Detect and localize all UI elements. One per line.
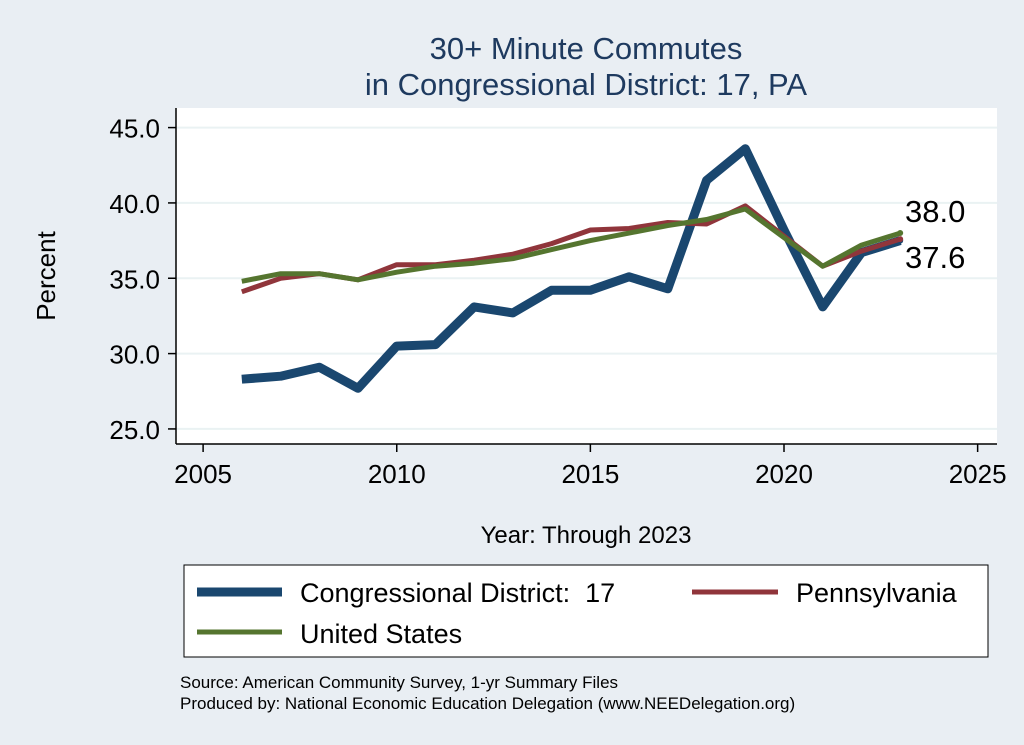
end-label-1: 37.6 xyxy=(905,240,965,275)
y-tick-label: 35.0 xyxy=(109,264,160,294)
end-labels: 38.0 37.6 xyxy=(905,194,965,275)
legend-label-district: Congressional District: 17 xyxy=(300,578,615,608)
x-tick-label: 2005 xyxy=(174,459,232,489)
series-end-point-2 xyxy=(897,230,904,237)
chart-title-line-1: 30+ Minute Commutes xyxy=(430,31,743,66)
x-axis-label: Year: Through 2023 xyxy=(481,522,692,549)
x-tick-label: 2025 xyxy=(949,459,1007,489)
series-lines xyxy=(240,144,904,393)
x-tick-label: 2020 xyxy=(755,459,813,489)
y-axis-label: Percent xyxy=(31,230,61,320)
y-tick-label: 25.0 xyxy=(109,415,160,445)
legend: Congressional District: 17 Pennsylvania … xyxy=(183,564,989,658)
y-tick-label: 40.0 xyxy=(109,189,160,219)
axes: 25.0 30.0 35.0 40.0 45.0 2005 2010 2015 2020 2025 xyxy=(109,108,1007,489)
gridlines xyxy=(176,126,997,430)
legend-label-pennsylvania: Pennsylvania xyxy=(796,578,958,608)
producer-note: Produced by: National Economic Education… xyxy=(180,694,795,713)
x-tick-label: 2010 xyxy=(368,459,426,489)
series-line-2 xyxy=(241,206,901,284)
y-tick-label: 30.0 xyxy=(109,340,160,370)
legend-box xyxy=(183,564,989,658)
source-note: Source: American Community Survey, 1-yr … xyxy=(180,673,618,692)
y-tick-label: 45.0 xyxy=(109,114,160,144)
legend-label-united-states: United States xyxy=(300,619,462,649)
x-tick-label: 2015 xyxy=(561,459,619,489)
series-end-point-1 xyxy=(897,236,904,243)
chart-title-line-2: in Congressional District: 17, PA xyxy=(365,67,808,102)
end-label-0: 38.0 xyxy=(905,194,965,229)
